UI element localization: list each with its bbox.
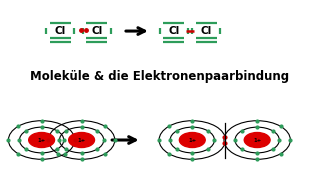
Text: Cl: Cl xyxy=(201,26,212,36)
Circle shape xyxy=(29,132,54,148)
Text: 1+: 1+ xyxy=(188,138,196,143)
Text: 1+: 1+ xyxy=(253,138,261,143)
Circle shape xyxy=(180,132,205,148)
Text: Cl: Cl xyxy=(54,26,66,36)
Text: Cl: Cl xyxy=(91,26,103,36)
Circle shape xyxy=(244,132,270,148)
Text: 1+: 1+ xyxy=(37,138,46,143)
Text: Moleküle & die Elektronenpaarbindung: Moleküle & die Elektronenpaarbindung xyxy=(30,70,290,83)
Text: Cl: Cl xyxy=(168,26,180,36)
Circle shape xyxy=(69,132,94,148)
Text: 1+: 1+ xyxy=(77,138,86,143)
